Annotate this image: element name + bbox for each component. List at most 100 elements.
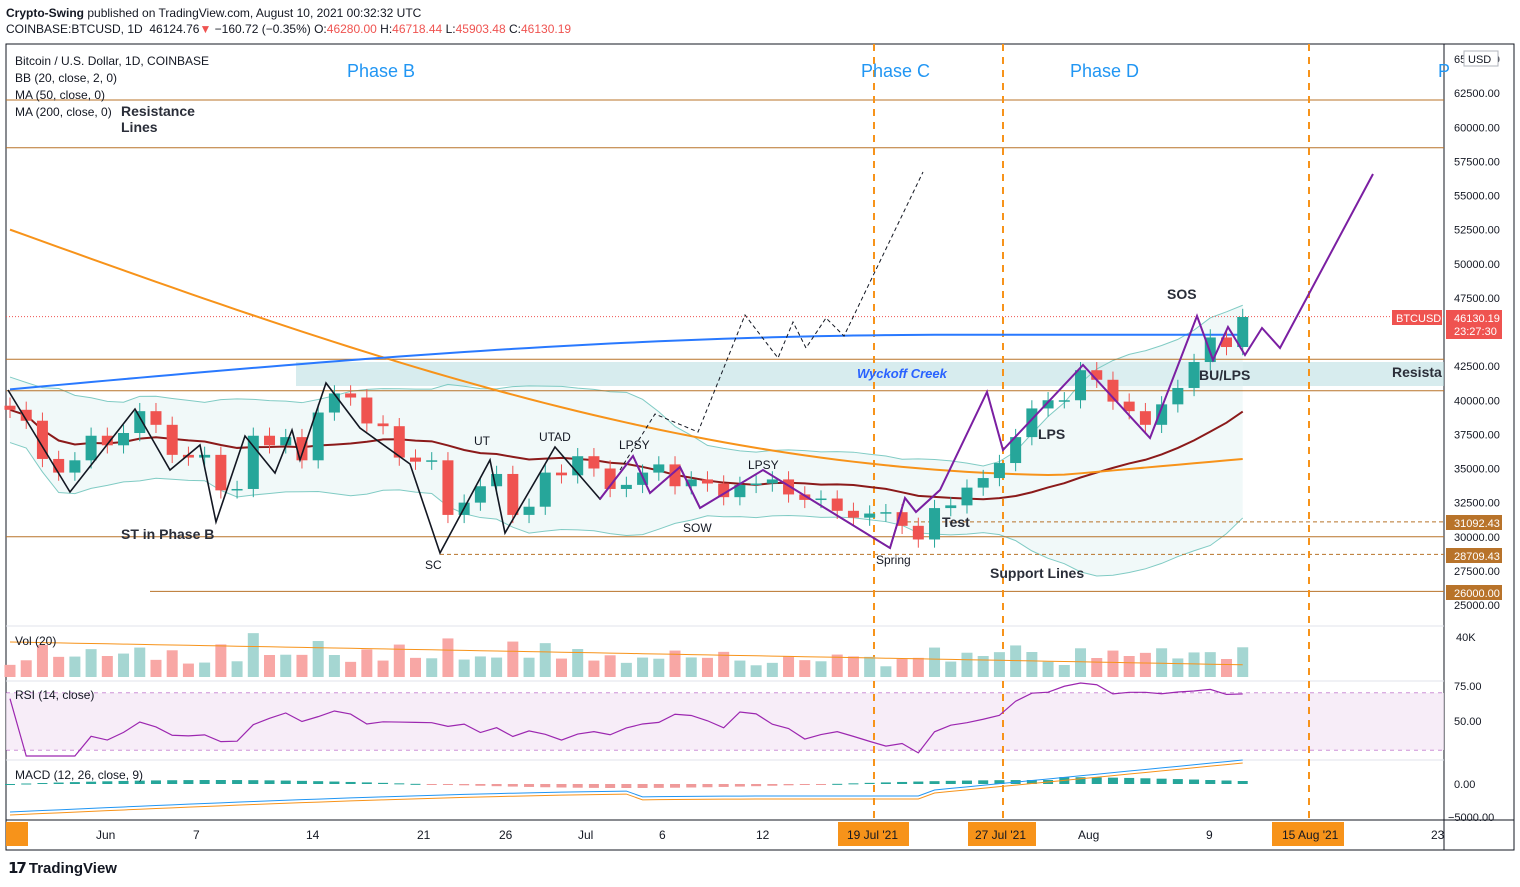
volume-bar (231, 661, 243, 677)
candle-body (474, 486, 486, 503)
candle-body (328, 393, 340, 413)
macd-histogram-bar (572, 784, 583, 788)
time-axis-tick: 9 (1206, 828, 1213, 842)
macd-histogram-bar (280, 780, 291, 784)
candle-body (669, 464, 681, 487)
tradingview-brand: TradingView (28, 859, 117, 877)
time-axis-tick: 12 (756, 828, 770, 842)
volume-bar (1156, 648, 1168, 677)
volume-bar (783, 656, 795, 677)
macd-histogram-bar (880, 782, 891, 784)
wyckoff-creek-band (296, 362, 1444, 386)
support3-tag: 26000.00 (1454, 588, 1500, 600)
volume-bar (4, 664, 16, 677)
candle-body (491, 473, 503, 487)
macd-histogram-bar (540, 784, 551, 788)
candle-body (118, 433, 130, 446)
volume-bar (766, 662, 778, 677)
publisher-name[interactable]: Crypto-Swing (6, 6, 84, 20)
candle-body (1221, 337, 1232, 348)
candle-body (993, 463, 1005, 479)
candle-body (4, 405, 16, 410)
macd-histogram-bar (264, 780, 275, 784)
tradingview-logo[interactable]: 𝟭𝟳 TradingView (8, 859, 117, 878)
macd-histogram-bar (945, 780, 956, 784)
macd-histogram-bar (69, 782, 80, 784)
publish-header: Crypto-Swing published on TradingView.co… (6, 6, 421, 20)
indicator-legend: Bitcoin / U.S. Dollar, 1D, COINBASE BB (… (15, 54, 209, 782)
macd-histogram-bar (53, 782, 64, 784)
volume-bar (491, 657, 503, 677)
candle-body (312, 412, 324, 461)
candle-body (977, 478, 989, 488)
currency-tag[interactable] (1463, 50, 1499, 67)
macd-histogram-bar (183, 780, 194, 784)
macd-histogram-bar (102, 781, 113, 784)
macd-histogram-bar (734, 784, 745, 787)
legend-title: Bitcoin / U.S. Dollar, 1D, COINBASE (15, 54, 209, 68)
candle-body (815, 498, 827, 501)
macd-histogram-bar (605, 784, 616, 788)
legend-ma50: MA (50, close, 0) (15, 88, 105, 102)
sow-label: SOW (683, 521, 712, 535)
open-label: O: (314, 22, 327, 36)
volume-bar (929, 647, 941, 677)
macd-signal-line (9, 762, 1243, 816)
volume-bar (539, 643, 551, 677)
phase-e-label: P (1438, 61, 1450, 81)
candle-body (199, 454, 211, 458)
price-change: −160.72 (−0.35%) (214, 22, 311, 36)
close-value: 46130.19 (521, 22, 572, 36)
rsi-axis-75: 75.00 (1454, 681, 1482, 693)
ma50-line (9, 228, 1243, 477)
macd-line (9, 759, 1243, 813)
btcusd-label: BTCUSD (1396, 313, 1441, 325)
support2-tag: 28709.43 (1454, 551, 1500, 563)
candle-body (1042, 400, 1054, 409)
candle-body (1139, 411, 1151, 425)
support-price-tags: 31092.43 28709.43 26000.00 (1446, 515, 1502, 600)
btcusd-price-tag: BTCUSD 46130.19 23:27:30 (1392, 310, 1502, 339)
volume-bar (1221, 659, 1232, 677)
candle-body (1123, 401, 1135, 412)
close-label: C: (509, 22, 521, 36)
macd-histogram-bar (637, 784, 648, 788)
candle-body (701, 479, 713, 484)
symbol: COINBASE:BTCUSD, 1D (6, 22, 143, 36)
candle-body (1091, 370, 1103, 380)
candle-body (523, 506, 535, 515)
volume-bar (831, 654, 843, 677)
macd-histogram-bar (929, 781, 940, 784)
macd-histogram-bar (215, 780, 226, 784)
volume-bar (864, 656, 876, 677)
candle-body (799, 494, 811, 500)
macd-histogram-bar (394, 783, 405, 785)
candle-body (1107, 379, 1119, 402)
price-axis-label: 47500.00 (1454, 293, 1500, 305)
high-label: H: (380, 22, 393, 36)
candle-body (53, 458, 65, 473)
volume-bar (458, 659, 470, 677)
macd-histogram-bar (442, 784, 453, 785)
candle-body (345, 393, 357, 398)
candle-body (912, 525, 924, 540)
phase-b-label: Phase B (347, 61, 415, 81)
volume-bar (815, 661, 827, 677)
candle-body (750, 483, 762, 486)
resistance-lines-label-2: Lines (121, 119, 158, 135)
ut-label: UT (474, 434, 491, 448)
price-axis-label: 25000.00 (1454, 600, 1500, 612)
vol-axis-label: 40K (1456, 632, 1476, 644)
volume-bar (555, 658, 567, 677)
candle-body (36, 420, 48, 459)
volume-bar (880, 666, 892, 677)
low-value: 45903.48 (455, 22, 506, 36)
volume-bar (945, 661, 957, 677)
candle-body (507, 473, 519, 515)
candle-body (1156, 404, 1168, 425)
price-axis-label: 30000.00 (1454, 532, 1500, 544)
volume-bar (150, 659, 162, 677)
candle-body (296, 437, 308, 461)
volume-bar (36, 645, 48, 677)
